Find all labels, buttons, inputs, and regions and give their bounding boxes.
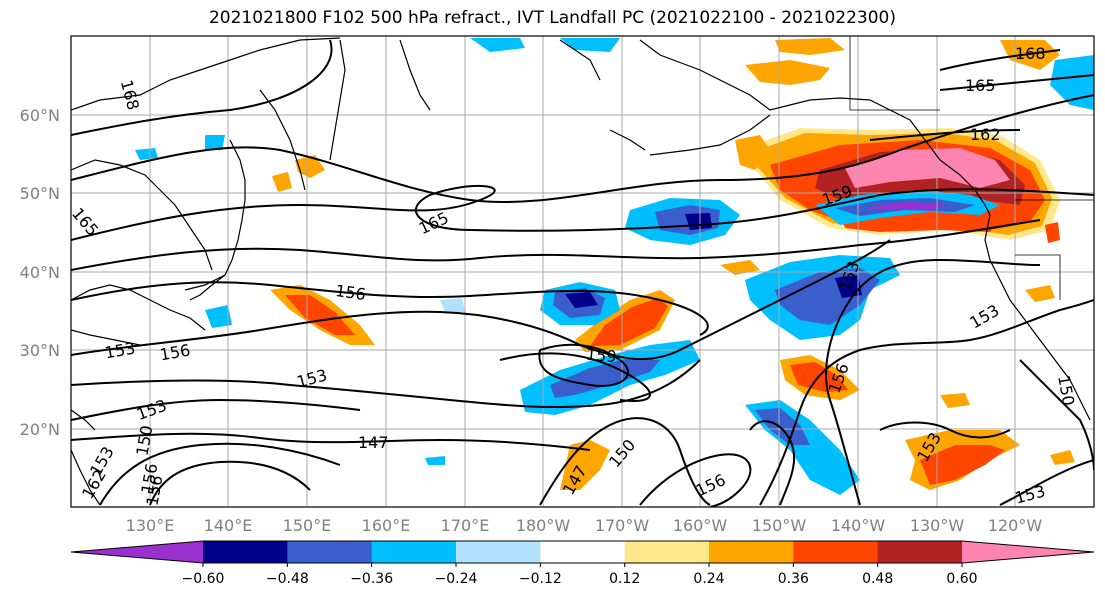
- colorbar-tick-label: −0.36: [350, 571, 393, 587]
- colorbar-extend-left: [71, 541, 203, 563]
- colorbar-tick-label: −0.48: [266, 571, 309, 587]
- contour-label: 162: [970, 125, 1001, 144]
- colorbar-segment: [371, 541, 457, 563]
- lat-label: 50°N: [20, 184, 60, 203]
- borders: [849, 36, 1094, 300]
- lon-label: 120°W: [988, 516, 1043, 535]
- colorbar-tick-label: 0.60: [946, 571, 977, 587]
- lon-label: 130°W: [910, 516, 965, 535]
- colorbar-segment: [203, 541, 288, 563]
- colorbar-segment: [793, 541, 879, 563]
- lat-label: 60°N: [20, 106, 60, 125]
- colorbar-segment: [709, 541, 794, 563]
- contour-lines: [71, 39, 1094, 507]
- latitude-labels: 60°N 50°N 40°N 30°N 20°N: [20, 106, 60, 439]
- contour-label: 165: [965, 76, 996, 95]
- colorbar-extend-right: [962, 541, 1094, 563]
- contour-label: 168: [1015, 44, 1046, 63]
- lon-label: 160°E: [362, 516, 411, 535]
- map-title: 2021021800 F102 500 hPa refract., IVT La…: [208, 8, 896, 28]
- colorbar-segment: [540, 541, 626, 563]
- contour-label: 147: [358, 433, 389, 452]
- colorbar-segment: [456, 541, 541, 563]
- lon-label: 130°E: [126, 516, 175, 535]
- lat-label: 20°N: [20, 420, 60, 439]
- lon-label: 160°W: [673, 516, 728, 535]
- colorbar-segment: [287, 541, 373, 563]
- lon-label: 180°W: [516, 516, 571, 535]
- colorbar: −0.60 −0.48 −0.36 −0.24 −0.12 0.12 0.24 0.36 0.4…: [70, 540, 1095, 587]
- lat-label: 30°N: [20, 341, 60, 360]
- map-frame: [70, 35, 1095, 508]
- colorbar-segment: [624, 541, 710, 563]
- lon-label: 140°E: [204, 516, 253, 535]
- colorbar-tick-label: 0.12: [609, 571, 640, 587]
- lon-label: 170°E: [441, 516, 490, 535]
- lat-label: 40°N: [20, 263, 60, 282]
- colorbar-tick-label: −0.60: [182, 571, 225, 587]
- colorbar-tick-label: 0.24: [693, 571, 724, 587]
- colorbar-tick-label: 0.36: [778, 571, 809, 587]
- lon-label: 150°W: [752, 516, 807, 535]
- lon-label: 140°W: [831, 516, 886, 535]
- graticule: [71, 36, 1094, 507]
- coastlines: [71, 37, 1091, 506]
- contour-label: 159: [585, 345, 617, 367]
- colorbar-tick-label: 0.48: [862, 571, 893, 587]
- longitude-labels: 130°E 140°E 150°E 160°E 170°E 180°W 170°…: [126, 516, 1043, 535]
- colorbar-segment: [877, 541, 963, 563]
- colorbar-tick-label: −0.24: [435, 571, 478, 587]
- contour-label: 156: [334, 281, 367, 304]
- colorbar-tick-label: −0.12: [519, 571, 562, 587]
- lon-label: 170°W: [595, 516, 650, 535]
- lon-label: 150°E: [283, 516, 332, 535]
